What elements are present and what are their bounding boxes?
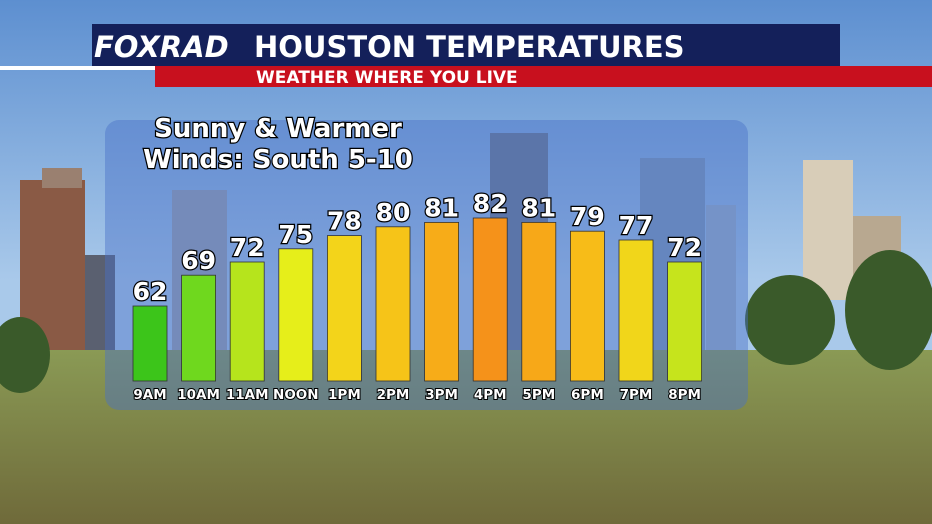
annotation: Sunny & Warmer <box>154 114 402 144</box>
bar <box>424 221 460 382</box>
x-tick-label: 10AM <box>177 387 220 403</box>
trees <box>0 250 932 393</box>
bar <box>521 221 557 382</box>
subtitle-bar <box>155 66 932 87</box>
value-label: 81 <box>521 193 556 222</box>
bar <box>278 248 314 382</box>
bar <box>375 226 411 382</box>
bar <box>181 274 217 382</box>
value-label: 79 <box>570 202 605 231</box>
bar <box>326 235 362 382</box>
x-tick-label: 5PM <box>522 387 555 403</box>
x-tick-label: 9AM <box>133 387 166 403</box>
x-tick-label: 1PM <box>328 387 361 403</box>
chart-title: HOUSTON TEMPERATURES <box>254 30 685 64</box>
value-label: 72 <box>667 233 702 262</box>
rule <box>0 66 155 70</box>
value-label: 77 <box>619 211 654 240</box>
x-tick-label: 6PM <box>571 387 604 403</box>
value-label: 62 <box>133 277 168 306</box>
logo: FOXRAD <box>94 30 229 64</box>
x-tick-label: 8PM <box>668 387 701 403</box>
x-tick-label: 3PM <box>425 387 458 403</box>
bar <box>229 261 265 382</box>
bar <box>667 261 702 382</box>
value-label: 69 <box>181 246 216 275</box>
x-tick-label: 11AM <box>226 387 269 403</box>
value-label: 80 <box>376 198 411 227</box>
chart-subtitle: WEATHER WHERE YOU LIVE <box>256 68 518 88</box>
value-label: 81 <box>424 193 459 222</box>
value-label: 75 <box>278 220 313 249</box>
x-tick-label: 7PM <box>620 387 653 403</box>
bar <box>472 217 508 382</box>
value-label: 72 <box>230 233 265 262</box>
annotation: Winds: South 5-10 <box>143 145 413 175</box>
bar <box>570 230 605 382</box>
title-bar <box>92 24 840 66</box>
bar <box>618 239 654 382</box>
bar <box>132 305 168 382</box>
value-label: 78 <box>327 207 362 236</box>
value-label: 82 <box>473 189 508 218</box>
x-tick-label: NOON <box>273 387 319 403</box>
x-tick-label: 2PM <box>377 387 410 403</box>
x-tick-label: 4PM <box>474 387 507 403</box>
